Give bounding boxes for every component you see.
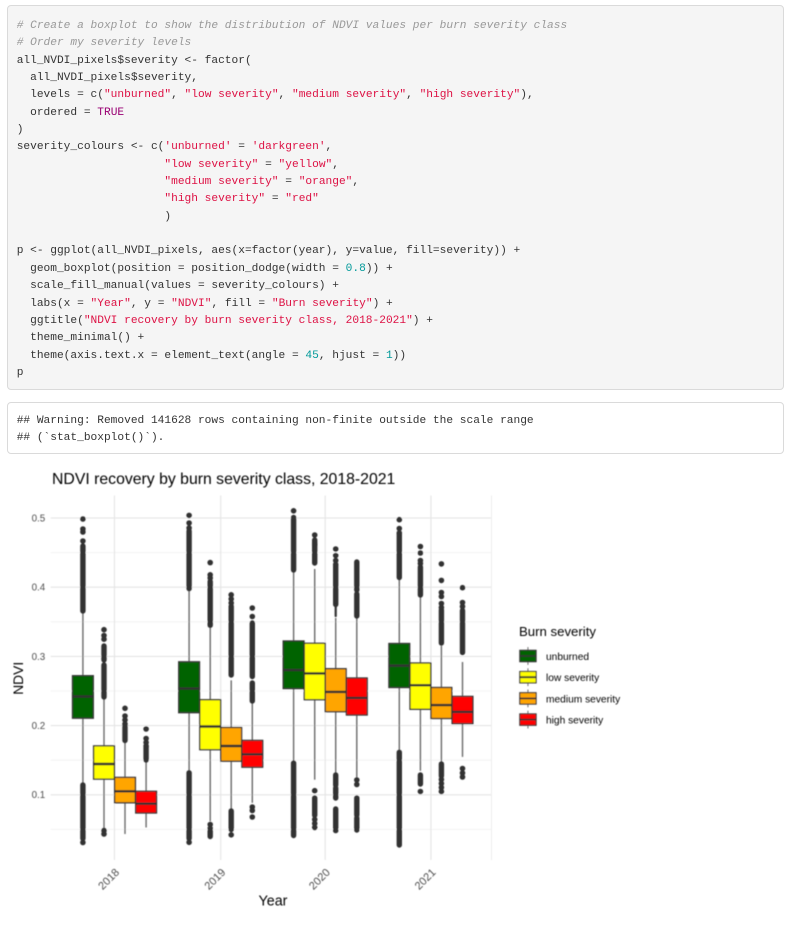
svg-text:NDVI recovery by burn severity: NDVI recovery by burn severity class, 20… <box>52 471 396 488</box>
svg-text:2018: 2018 <box>96 867 122 893</box>
svg-text:0.3: 0.3 <box>32 652 46 663</box>
svg-text:NDVI: NDVI <box>11 662 26 695</box>
svg-text:0.2: 0.2 <box>32 721 46 732</box>
svg-text:Burn severity: Burn severity <box>519 624 596 639</box>
svg-text:2020: 2020 <box>307 867 333 893</box>
svg-text:0.4: 0.4 <box>32 583 46 594</box>
svg-text:2019: 2019 <box>203 867 229 893</box>
svg-text:low severity: low severity <box>546 673 600 684</box>
svg-text:medium severity: medium severity <box>546 694 621 705</box>
svg-text:high severity: high severity <box>546 716 604 727</box>
svg-text:0.5: 0.5 <box>32 513 46 524</box>
svg-text:2021: 2021 <box>413 867 439 893</box>
svg-text:unburned: unburned <box>546 652 589 663</box>
svg-text:0.1: 0.1 <box>32 790 46 801</box>
svg-text:Year: Year <box>259 894 288 910</box>
